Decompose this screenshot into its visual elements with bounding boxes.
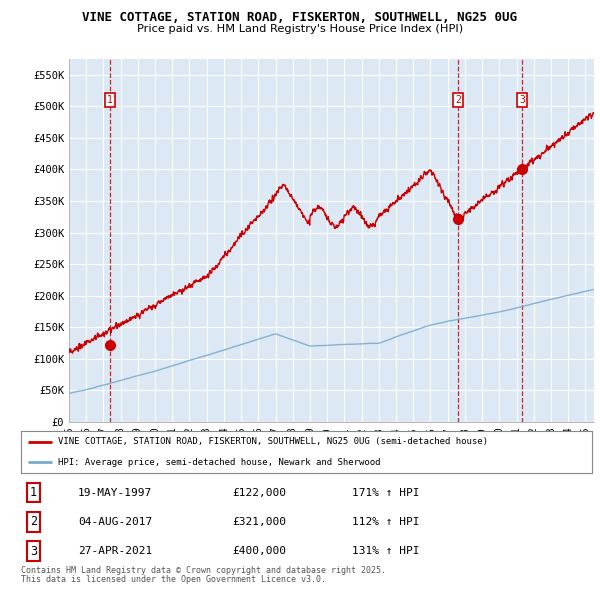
Text: 1: 1 <box>107 95 113 105</box>
Text: VINE COTTAGE, STATION ROAD, FISKERTON, SOUTHWELL, NG25 0UG (semi-detached house): VINE COTTAGE, STATION ROAD, FISKERTON, S… <box>58 437 488 446</box>
Text: Price paid vs. HM Land Registry's House Price Index (HPI): Price paid vs. HM Land Registry's House … <box>137 24 463 34</box>
Text: 2: 2 <box>30 515 37 529</box>
Text: 131% ↑ HPI: 131% ↑ HPI <box>352 546 420 556</box>
Text: £321,000: £321,000 <box>232 517 286 527</box>
Text: 1: 1 <box>30 486 37 499</box>
Text: Contains HM Land Registry data © Crown copyright and database right 2025.: Contains HM Land Registry data © Crown c… <box>21 566 386 575</box>
Text: £122,000: £122,000 <box>232 487 286 497</box>
Text: VINE COTTAGE, STATION ROAD, FISKERTON, SOUTHWELL, NG25 0UG: VINE COTTAGE, STATION ROAD, FISKERTON, S… <box>83 11 517 24</box>
Text: 04-AUG-2017: 04-AUG-2017 <box>78 517 152 527</box>
Text: 19-MAY-1997: 19-MAY-1997 <box>78 487 152 497</box>
Text: 112% ↑ HPI: 112% ↑ HPI <box>352 517 420 527</box>
Text: 171% ↑ HPI: 171% ↑ HPI <box>352 487 420 497</box>
Text: 3: 3 <box>519 95 525 105</box>
Text: 27-APR-2021: 27-APR-2021 <box>78 546 152 556</box>
Text: 2: 2 <box>455 95 461 105</box>
Text: £400,000: £400,000 <box>232 546 286 556</box>
Text: This data is licensed under the Open Government Licence v3.0.: This data is licensed under the Open Gov… <box>21 575 326 584</box>
Text: 3: 3 <box>30 545 37 558</box>
Text: HPI: Average price, semi-detached house, Newark and Sherwood: HPI: Average price, semi-detached house,… <box>58 458 380 467</box>
